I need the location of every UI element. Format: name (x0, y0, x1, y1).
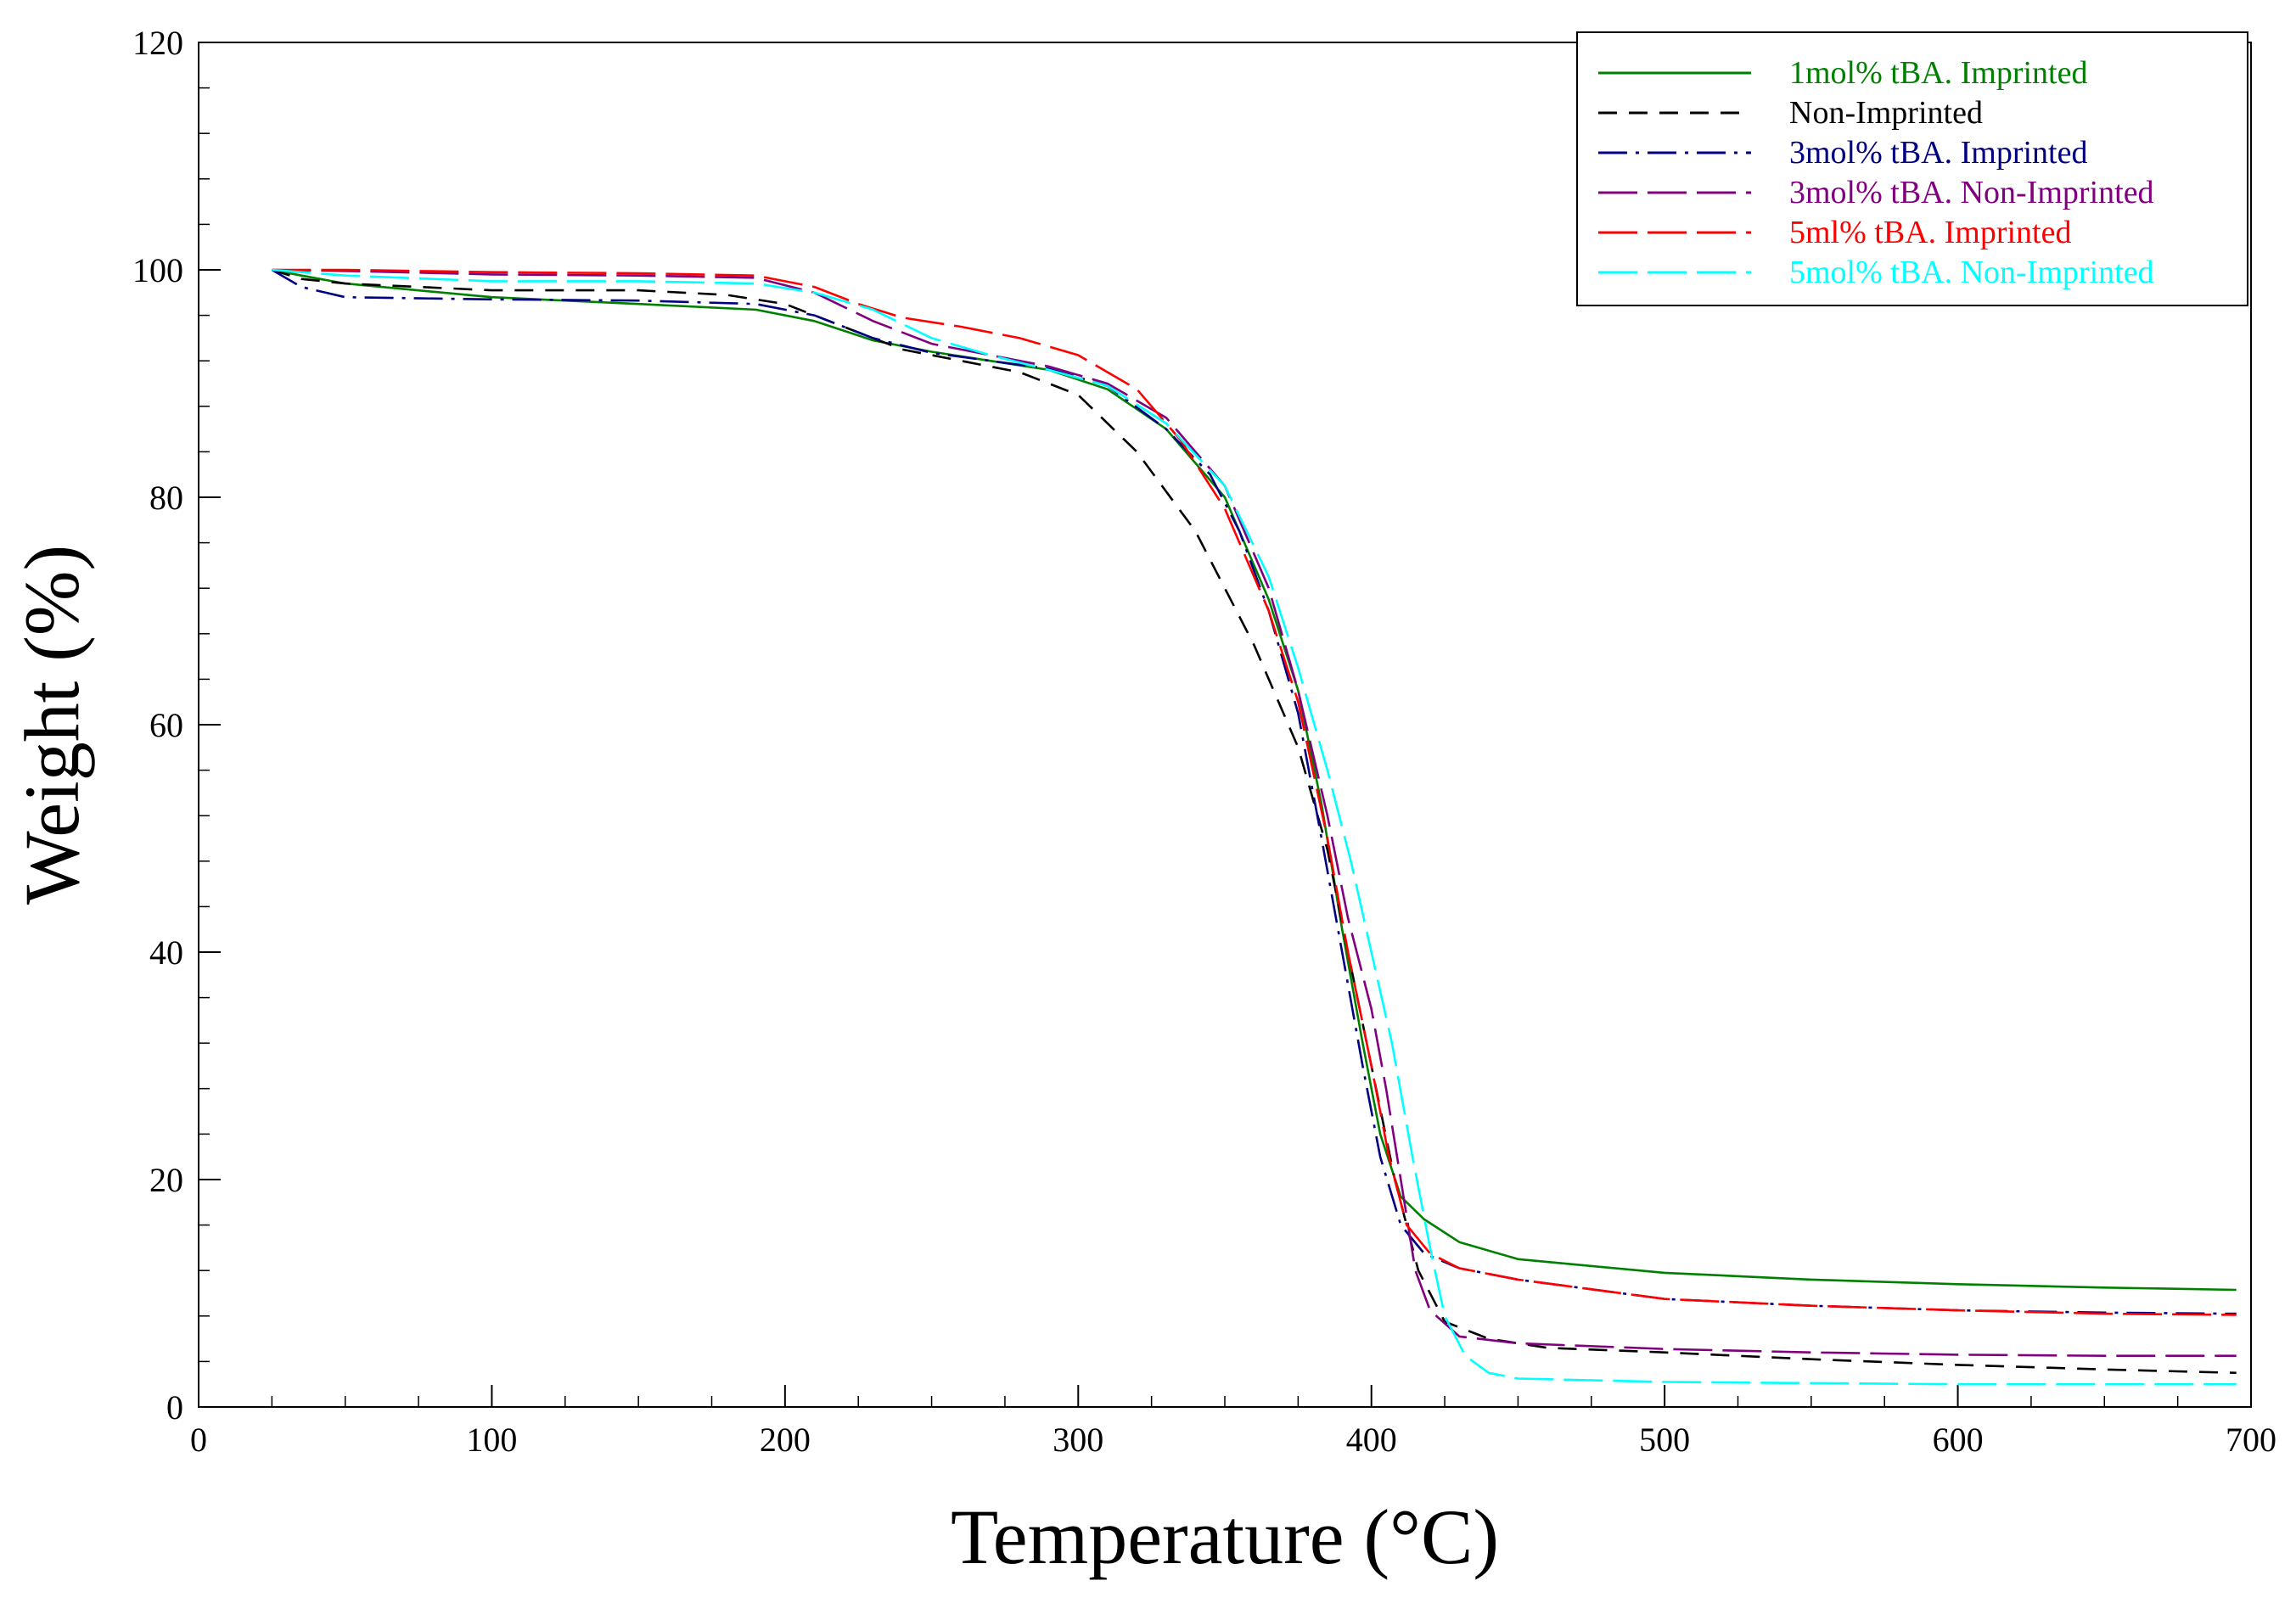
series-lines (271, 268, 2237, 1386)
x-tick-label: 0 (190, 1421, 207, 1459)
legend: 1mol% tBA. Imprinted Non-Imprinted 3mol% t… (1576, 31, 2248, 306)
x-axis-ticks: 0 100 200 300 400 500 600 700 (190, 1385, 2276, 1459)
x-tick-label: 400 (1346, 1421, 1397, 1459)
x-tick-label: 200 (760, 1421, 811, 1459)
legend-label: Non-Imprinted (1789, 95, 1983, 131)
series-line (272, 268, 2237, 1316)
x-tick-label: 600 (1933, 1421, 1984, 1459)
legend-box (1576, 31, 2248, 306)
legend-label: 5ml% tBA. Imprinted (1789, 215, 2071, 250)
series-line (272, 268, 2237, 1292)
y-tick-label: 100 (132, 251, 183, 289)
x-tick-label: 100 (466, 1421, 517, 1459)
x-tick-label: 300 (1053, 1421, 1103, 1459)
y-tick-label: 0 (166, 1388, 183, 1426)
y-tick-label: 40 (149, 933, 183, 972)
x-axis-title: Temperature (°C) (951, 1494, 1499, 1580)
legend-label: 1mol% tBA. Imprinted (1789, 55, 2087, 91)
legend-label: 5mol% tBA. Non-Imprinted (1789, 255, 2154, 290)
y-axis-title: Weight (%) (8, 545, 95, 905)
y-tick-label: 80 (149, 479, 183, 517)
y-tick-label: 120 (132, 24, 183, 62)
legend-label: 3mol% tBA. Non-Imprinted (1789, 175, 2154, 210)
legend-label: 3mol% tBA. Imprinted (1789, 135, 2087, 171)
y-axis-ticks: 0 20 40 60 80 100 120 (132, 24, 221, 1426)
series-line (272, 268, 2237, 1375)
series-line (272, 268, 2237, 1357)
y-tick-label: 60 (149, 706, 183, 744)
series-line (272, 268, 2237, 1386)
y-tick-label: 20 (149, 1161, 183, 1199)
x-tick-label: 700 (2226, 1421, 2276, 1459)
series-line (271, 268, 2237, 1315)
x-tick-label: 500 (1639, 1421, 1690, 1459)
